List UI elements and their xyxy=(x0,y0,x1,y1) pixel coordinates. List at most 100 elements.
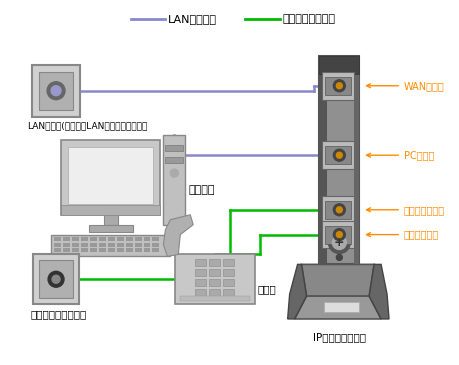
Bar xyxy=(72,249,79,253)
Bar xyxy=(324,302,358,312)
Circle shape xyxy=(47,82,65,100)
Circle shape xyxy=(333,80,345,92)
Bar xyxy=(81,249,88,253)
Bar xyxy=(223,269,234,276)
Bar xyxy=(180,296,249,301)
Bar xyxy=(107,237,114,241)
Bar xyxy=(90,237,96,241)
Bar xyxy=(99,242,106,246)
Bar xyxy=(319,56,358,74)
Text: 電話回線ケーブル: 電話回線ケーブル xyxy=(282,14,335,24)
Bar xyxy=(322,141,353,169)
Bar xyxy=(223,260,234,266)
Bar xyxy=(125,249,132,253)
Bar xyxy=(72,237,79,241)
Bar xyxy=(209,260,219,266)
Bar xyxy=(322,72,353,100)
Bar xyxy=(163,135,185,225)
Bar xyxy=(353,56,358,264)
Polygon shape xyxy=(163,215,193,257)
Bar xyxy=(68,147,153,204)
Bar xyxy=(32,65,80,116)
Bar xyxy=(143,237,150,241)
Bar xyxy=(117,242,123,246)
Bar xyxy=(51,235,170,257)
Bar xyxy=(33,254,79,304)
Bar xyxy=(165,157,183,163)
Bar xyxy=(325,226,351,243)
Bar xyxy=(319,56,358,264)
Bar xyxy=(322,221,353,249)
Text: パソコン: パソコン xyxy=(188,185,214,195)
Bar xyxy=(81,237,88,241)
Bar xyxy=(209,269,219,276)
Bar xyxy=(195,260,206,266)
Circle shape xyxy=(336,254,341,260)
Bar xyxy=(81,242,88,246)
Bar xyxy=(322,196,353,224)
Bar xyxy=(325,77,351,95)
Text: 電話機: 電話機 xyxy=(257,284,276,294)
Circle shape xyxy=(336,232,341,238)
Bar xyxy=(104,215,118,225)
Bar xyxy=(72,242,79,246)
Bar xyxy=(195,269,206,276)
Circle shape xyxy=(332,235,346,250)
Bar xyxy=(107,249,114,253)
Circle shape xyxy=(333,149,345,161)
Text: 電話回線ポート: 電話回線ポート xyxy=(366,205,444,215)
Bar xyxy=(195,279,206,286)
Bar xyxy=(325,146,351,164)
Bar xyxy=(319,56,327,264)
Bar xyxy=(39,260,73,298)
Bar xyxy=(223,289,234,296)
Bar xyxy=(90,249,96,253)
Circle shape xyxy=(333,228,345,241)
Text: PCポート: PCポート xyxy=(366,150,433,160)
Bar xyxy=(152,242,159,246)
Bar xyxy=(165,145,183,151)
Bar xyxy=(54,242,61,246)
Bar xyxy=(89,225,132,232)
Bar xyxy=(325,201,351,219)
Text: モジュラージャック: モジュラージャック xyxy=(30,309,86,319)
Circle shape xyxy=(51,86,61,96)
Bar xyxy=(152,249,159,253)
Bar xyxy=(152,237,159,241)
Bar xyxy=(90,242,96,246)
Bar xyxy=(54,249,61,253)
Bar xyxy=(99,249,106,253)
Bar xyxy=(125,242,132,246)
Bar xyxy=(175,254,254,304)
Bar xyxy=(107,242,114,246)
Circle shape xyxy=(170,169,178,177)
Text: WANポート: WANポート xyxy=(366,81,444,91)
Bar xyxy=(63,237,70,241)
Text: LANケーブル: LANケーブル xyxy=(168,14,217,24)
Bar xyxy=(125,237,132,241)
Bar xyxy=(223,279,234,286)
Text: +: + xyxy=(333,236,344,249)
Bar xyxy=(54,237,61,241)
Bar xyxy=(117,237,123,241)
Bar xyxy=(63,242,70,246)
Bar xyxy=(61,205,160,215)
Bar xyxy=(61,140,160,215)
Circle shape xyxy=(336,152,341,158)
Circle shape xyxy=(333,204,345,216)
Circle shape xyxy=(336,83,341,89)
Polygon shape xyxy=(301,264,373,296)
Circle shape xyxy=(328,232,349,253)
Text: LANポート(ご自宅のLANケーブル差込口）: LANポート(ご自宅のLANケーブル差込口） xyxy=(27,122,147,130)
Bar xyxy=(117,249,123,253)
Polygon shape xyxy=(369,264,388,319)
Text: IP電話アダプター: IP電話アダプター xyxy=(312,332,365,342)
Bar xyxy=(134,242,141,246)
Bar xyxy=(143,249,150,253)
Circle shape xyxy=(336,207,341,213)
Text: 電話機ポート: 電話機ポート xyxy=(366,230,438,239)
Bar xyxy=(99,237,106,241)
Bar xyxy=(63,249,70,253)
Bar xyxy=(209,289,219,296)
Bar xyxy=(195,289,206,296)
